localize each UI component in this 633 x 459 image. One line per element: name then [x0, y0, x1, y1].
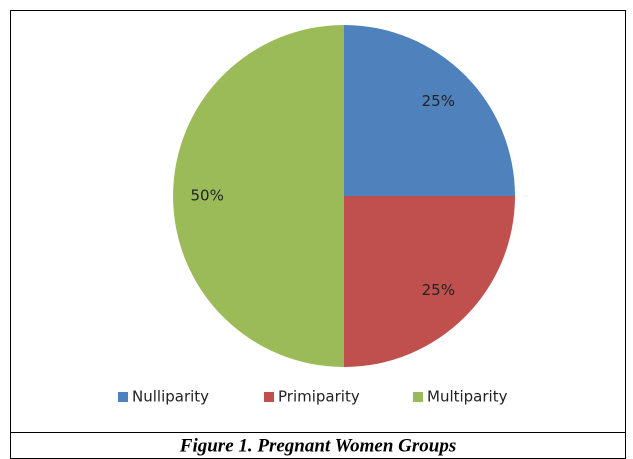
legend-swatch: [118, 392, 128, 402]
legend-label: Multiparity: [427, 388, 508, 406]
legend-label: Primiparity: [278, 388, 360, 406]
legend-swatch: [264, 392, 274, 402]
legend-swatch: [413, 392, 423, 402]
data-label: 25%: [422, 92, 455, 110]
data-label: 25%: [422, 281, 455, 299]
caption: Figure 1. Pregnant Women Groups: [179, 435, 456, 456]
pie-slice: [173, 25, 344, 367]
data-label: 50%: [191, 187, 224, 205]
pie-slice: [344, 25, 515, 196]
legend-label: Nulliparity: [132, 388, 209, 406]
pie-slice: [344, 196, 515, 367]
